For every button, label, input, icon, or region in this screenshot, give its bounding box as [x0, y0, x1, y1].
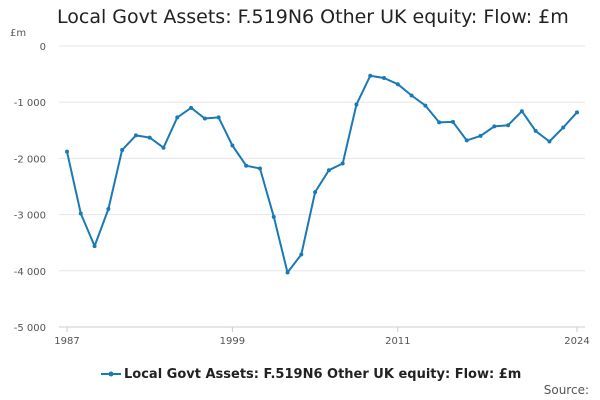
- x-tick-label: 2024: [564, 336, 589, 347]
- data-point-2007[interactable]: [340, 161, 345, 166]
- data-point-2018[interactable]: [492, 124, 497, 129]
- x-tick-label: 1987: [54, 336, 79, 347]
- data-point-2017[interactable]: [478, 133, 483, 138]
- data-point-2020[interactable]: [519, 109, 524, 114]
- y-tick-label: -4 000: [14, 267, 46, 278]
- data-point-1995[interactable]: [175, 115, 180, 120]
- x-tick-label: 2011: [385, 336, 410, 347]
- data-point-1997[interactable]: [202, 116, 207, 121]
- data-point-2003[interactable]: [285, 270, 290, 275]
- data-point-2000[interactable]: [244, 163, 249, 168]
- data-point-2006[interactable]: [326, 168, 331, 173]
- gridlines: [59, 45, 585, 272]
- data-point-1990[interactable]: [106, 206, 111, 211]
- legend-label: Local Govt Assets: F.519N6 Other UK equi…: [124, 367, 521, 382]
- data-point-1996[interactable]: [189, 105, 194, 110]
- data-point-2011[interactable]: [395, 82, 400, 87]
- data-point-2008[interactable]: [354, 102, 359, 107]
- series-line: [66, 74, 578, 274]
- data-point-2004[interactable]: [299, 252, 304, 257]
- legend-point-marker: [108, 371, 114, 377]
- y-tick-label: -5 000: [14, 323, 46, 334]
- y-axis-ticks: 0 -1 000 -2 000 -3 000 -4 000 -5 000: [14, 42, 46, 334]
- data-point-2005[interactable]: [313, 190, 318, 195]
- data-point-1993[interactable]: [147, 135, 152, 140]
- legend[interactable]: Local Govt Assets: F.519N6 Other UK equi…: [101, 367, 521, 382]
- data-point-2010[interactable]: [382, 76, 387, 81]
- source-label: Source:: [544, 383, 589, 397]
- data-point-1989[interactable]: [92, 244, 97, 249]
- data-point-2023[interactable]: [561, 125, 566, 130]
- data-point-1994[interactable]: [161, 145, 166, 150]
- data-point-2013[interactable]: [423, 103, 428, 108]
- data-point-2015[interactable]: [450, 119, 455, 124]
- chart-title: Local Govt Assets: F.519N6 Other UK equi…: [57, 6, 569, 28]
- y-tick-label: -3 000: [14, 211, 46, 222]
- y-tick-label: -1 000: [14, 98, 46, 109]
- x-axis-ticks: 1987 1999 2011 2024: [54, 327, 590, 347]
- data-point-1999[interactable]: [230, 143, 235, 148]
- data-point-2016[interactable]: [464, 138, 469, 143]
- x-tick-label: 1999: [220, 336, 245, 347]
- data-point-2002[interactable]: [271, 214, 276, 219]
- data-point-2024[interactable]: [575, 110, 579, 115]
- data-point-2012[interactable]: [409, 93, 414, 98]
- data-point-2009[interactable]: [368, 73, 373, 78]
- y-tick-label: -2 000: [14, 154, 46, 165]
- data-point-1992[interactable]: [133, 133, 138, 138]
- data-point-2019[interactable]: [506, 123, 511, 128]
- data-point-1987[interactable]: [65, 149, 69, 154]
- data-point-2022[interactable]: [547, 139, 552, 144]
- data-point-2001[interactable]: [257, 166, 262, 171]
- data-point-2014[interactable]: [437, 120, 442, 125]
- series-layer: [65, 73, 579, 275]
- data-point-1991[interactable]: [120, 147, 125, 152]
- data-point-1998[interactable]: [216, 115, 221, 120]
- y-axis-unit-label: £m: [10, 28, 26, 39]
- data-point-2021[interactable]: [533, 128, 538, 133]
- y-tick-label: 0: [40, 42, 46, 53]
- data-point-1988[interactable]: [78, 211, 83, 216]
